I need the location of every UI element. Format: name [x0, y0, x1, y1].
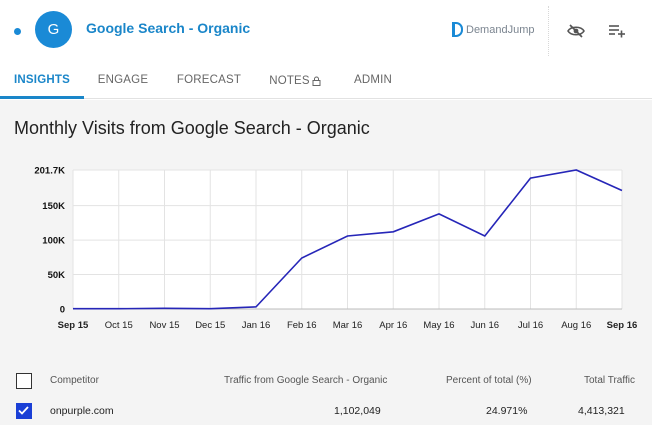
x-tick-label: Feb 16: [287, 320, 317, 331]
visits-line-chart: 0 50K 100K 150K 201.7K Sep 15 Oct 15 Nov 15 Dec…: [34, 166, 638, 332]
divider: [548, 6, 549, 56]
x-tick-label: Aug 16: [561, 320, 591, 331]
x-tick-label: Mar 16: [333, 320, 363, 331]
header-total-traffic[interactable]: Total Traffic: [584, 375, 635, 386]
header-percent[interactable]: Percent of total (%): [446, 375, 532, 386]
hide-button[interactable]: [565, 20, 587, 42]
row-checkbox[interactable]: [16, 403, 32, 419]
select-all-checkbox[interactable]: [16, 373, 32, 389]
tab-admin[interactable]: ADMIN: [353, 74, 393, 86]
avatar: G: [35, 11, 72, 48]
y-tick-label: 150K: [42, 201, 65, 212]
cell-total-traffic: 4,413,321: [578, 405, 625, 417]
add-to-list-button[interactable]: [606, 20, 628, 42]
demandjump-logo-icon: [452, 22, 463, 37]
playlist-add-icon: [609, 25, 625, 38]
x-tick-label: Apr 16: [379, 320, 407, 331]
x-tick-label: Jun 16: [470, 320, 499, 331]
series-line: [73, 169, 623, 310]
y-tick-label: 50K: [48, 270, 66, 281]
tab-engage[interactable]: ENGAGE: [97, 74, 149, 86]
brand-logo: DemandJump: [452, 22, 534, 37]
avatar-letter: G: [47, 21, 60, 38]
cell-traffic: 1,102,049: [334, 405, 381, 417]
x-tick-label: Jul 16: [518, 320, 543, 331]
active-tab-indicator: [0, 96, 84, 99]
tab-forecast[interactable]: FORECAST: [176, 74, 242, 86]
chart-title: Monthly Visits from Google Search - Orga…: [14, 118, 370, 138]
checkmark-icon: [18, 406, 29, 415]
status-dot: [14, 28, 21, 35]
x-tick-label: Nov 15: [149, 320, 179, 331]
x-tick-label: Dec 15: [195, 320, 225, 331]
y-tick-label: 0: [60, 305, 65, 316]
header-traffic[interactable]: Traffic from Google Search - Organic: [224, 375, 388, 386]
tab-bar: INSIGHTS ENGAGE FORECAST NOTES ADMIN: [0, 62, 652, 99]
x-tick-label: Sep 16: [607, 320, 638, 331]
x-tick-label: Oct 15: [105, 320, 133, 331]
x-tick-label: Jan 16: [242, 320, 271, 331]
tab-insights[interactable]: INSIGHTS: [14, 74, 70, 86]
tab-notes[interactable]: NOTES: [266, 62, 324, 99]
x-tick-label: Sep 15: [58, 320, 89, 331]
brand-name: DemandJump: [466, 23, 535, 36]
x-tick-label: May 16: [423, 320, 454, 331]
cell-percent: 24.971%: [486, 405, 528, 417]
page-title[interactable]: Google Search - Organic: [86, 20, 251, 36]
y-tick-label: 201.7K: [34, 166, 65, 177]
lock-icon: [312, 76, 321, 86]
header-competitor[interactable]: Competitor: [50, 375, 99, 386]
eye-off-icon: [567, 24, 585, 38]
y-tick-label: 100K: [42, 236, 65, 247]
app-header: G Google Search - Organic DemandJump: [0, 0, 652, 62]
tab-notes-label: NOTES: [269, 74, 310, 87]
cell-competitor[interactable]: onpurple.com: [50, 405, 114, 417]
